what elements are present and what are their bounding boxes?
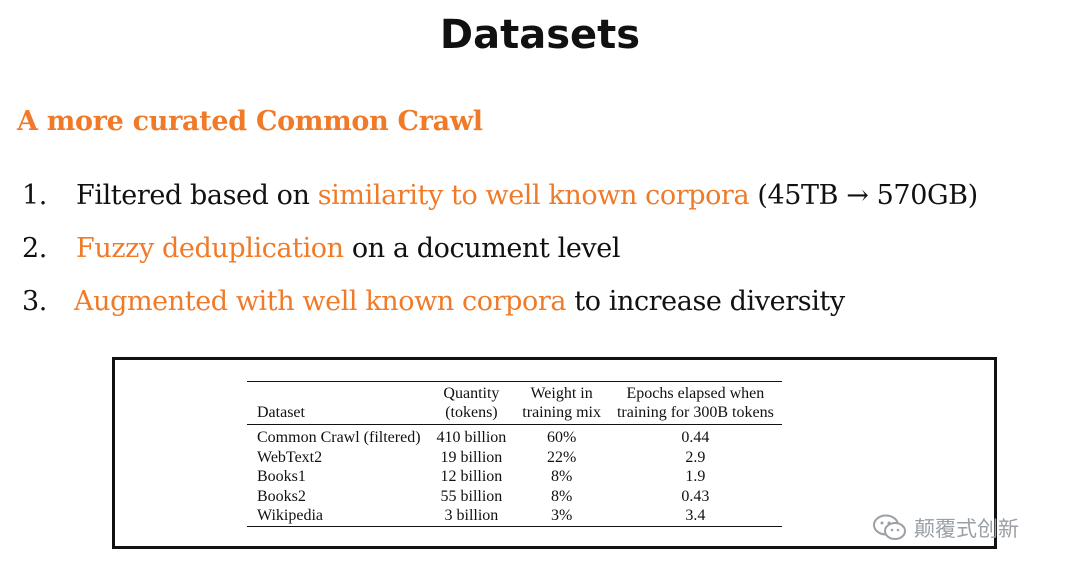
list-number: 2. [22, 233, 47, 264]
cell-weight: 60% [546, 429, 577, 446]
watermark-text: 颠覆式创新 [914, 517, 1019, 541]
cell-weight: 8% [550, 487, 573, 505]
cell-quantity: 3 billion [444, 507, 499, 524]
cell-dataset: Books1 [257, 468, 306, 485]
list-highlight: similarity to well known corpora [317, 180, 750, 211]
cell-quantity: 55 billion [440, 487, 503, 505]
slide-subtitle: A more curated Common Crawl [17, 106, 483, 137]
cell-quantity: 12 billion [440, 468, 503, 485]
table-row: Books2 55 billion 8% 0.43 [247, 487, 782, 507]
cell-dataset: WebText2 [257, 448, 323, 466]
list-item: 3. Augmented with well known corpora to i… [22, 282, 978, 335]
table-header-row: Dataset Quantity (tokens) Weight in traini… [247, 381, 782, 425]
cell-dataset: Common Crawl (filtered) [257, 429, 421, 446]
table-row: Books1 12 billion 8% 1.9 [247, 467, 782, 487]
table-frame [112, 357, 997, 549]
cell-quantity: 19 billion [440, 448, 503, 466]
list-text: (45TB → 570GB) [749, 180, 978, 211]
table-row: WebText2 19 billion 22% 2.9 [247, 448, 782, 468]
list-text: to increase diversity [566, 286, 845, 317]
cell-weight: 8% [550, 468, 573, 485]
list-number: 1. [22, 180, 47, 211]
header-dataset: Dataset [257, 404, 305, 421]
header-weight: Weight in training mix [522, 385, 601, 421]
list-item: 1. Filtered based on similarity to well k… [22, 176, 978, 229]
dataset-table: Dataset Quantity (tokens) Weight in traini… [247, 381, 782, 527]
cell-dataset: Wikipedia [257, 507, 323, 524]
list-highlight: Augmented with well known corpora [74, 286, 567, 317]
table-row: Wikipedia 3 billion 3% 3.4 [247, 506, 782, 526]
cell-epochs: 3.4 [685, 507, 706, 524]
cell-weight: 22% [546, 448, 577, 466]
list-number: 3. [22, 286, 47, 317]
cell-epochs: 0.43 [681, 487, 710, 505]
bullet-list: 1. Filtered based on similarity to well k… [22, 176, 978, 335]
header-epochs: Epochs elapsed when training for 300B tok… [616, 385, 774, 421]
table-row: Common Crawl (filtered) 410 billion 60% … [247, 425, 782, 448]
cell-weight: 3% [550, 507, 573, 524]
list-highlight: Fuzzy deduplication [76, 233, 344, 264]
watermark: 颠覆式创新 [872, 513, 1019, 543]
cell-epochs: 2.9 [685, 448, 706, 466]
header-quantity: Quantity (tokens) [443, 385, 500, 421]
list-item: 2. Fuzzy deduplication on a document leve… [22, 229, 978, 282]
list-text: Filtered based on [76, 180, 318, 211]
cell-quantity: 410 billion [436, 429, 507, 446]
slide-title: Datasets [439, 12, 641, 58]
cell-dataset: Books2 [257, 487, 306, 505]
cell-epochs: 0.44 [681, 429, 710, 446]
cell-epochs: 1.9 [685, 468, 706, 485]
list-text: on a document level [343, 233, 621, 264]
wechat-icon [873, 514, 906, 540]
